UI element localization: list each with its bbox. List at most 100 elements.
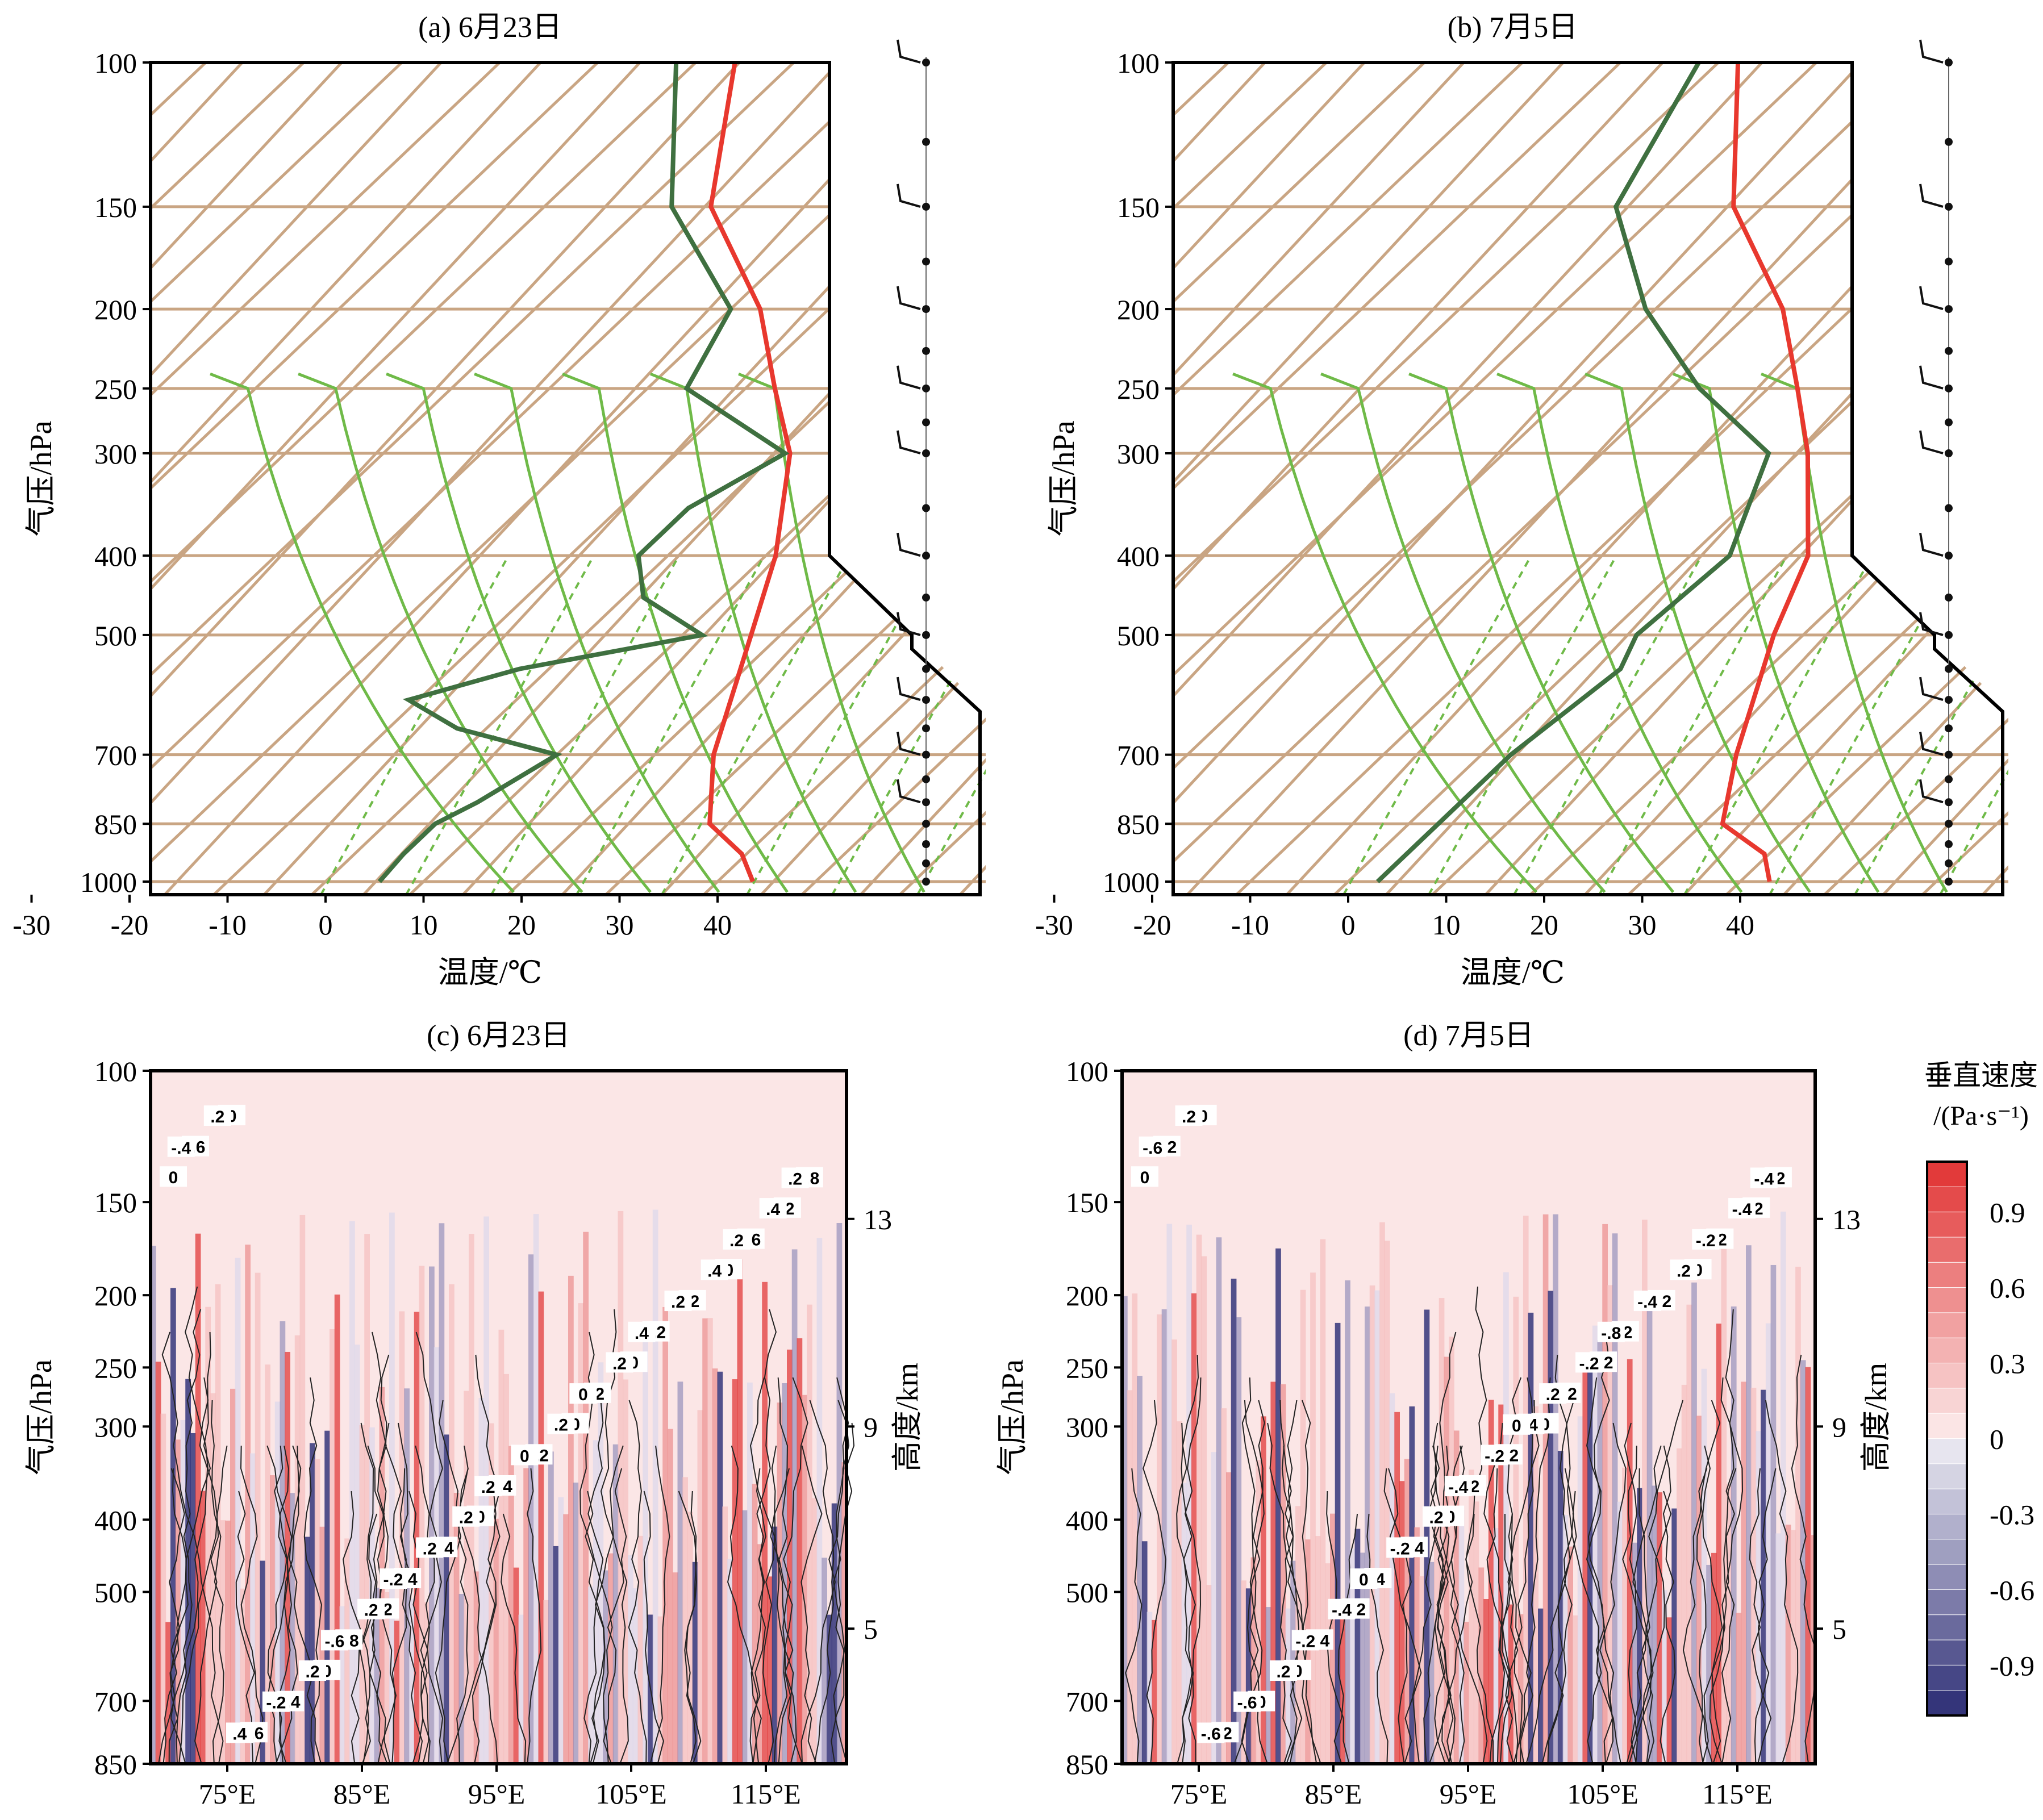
contour-fill bbox=[687, 1512, 693, 1764]
x-tick-label: 0 bbox=[1341, 909, 1356, 941]
x-tick-label: 20 bbox=[507, 909, 536, 941]
moist-adiabat bbox=[474, 372, 720, 894]
colorbar-tick-label: 0.6 bbox=[1990, 1272, 2025, 1304]
mixing-ratio-line bbox=[661, 555, 850, 895]
colorbar-step bbox=[1927, 1589, 1967, 1616]
contour-fill bbox=[1226, 1472, 1232, 1764]
contour-fill bbox=[538, 1291, 544, 1764]
contour-fill bbox=[493, 1518, 499, 1764]
contour-label-bg bbox=[1175, 1105, 1203, 1126]
contour-label: .2 bbox=[1546, 1385, 1560, 1404]
contour-label: .2 bbox=[671, 1293, 685, 1312]
section-panel-d: 000000-.2-.2.2-.20-.2-.4-.2-.2-.4.2.2.2.… bbox=[995, 1020, 1893, 1810]
contour-fill bbox=[598, 1362, 604, 1764]
contour-fill bbox=[791, 1249, 798, 1764]
contour-fill bbox=[1498, 1404, 1504, 1764]
y-tick-label: 1000 bbox=[80, 866, 137, 898]
y-tick-label: 700 bbox=[1066, 1685, 1108, 1717]
y-axis-label: 气压/hPa bbox=[1046, 420, 1081, 536]
contour-line bbox=[1437, 1513, 1452, 1764]
contour-fill bbox=[816, 1238, 823, 1764]
x-tick-label: 0 bbox=[319, 909, 333, 941]
contour-label-bg bbox=[606, 1352, 633, 1373]
contour-fill bbox=[274, 1401, 281, 1764]
contour-fill bbox=[1652, 1485, 1658, 1764]
contour-label-bg bbox=[1633, 1291, 1661, 1312]
y-tick-label: 250 bbox=[1066, 1352, 1108, 1384]
x-tick-label: 20 bbox=[1530, 909, 1558, 941]
contour-fill bbox=[310, 1443, 315, 1764]
contour-fill bbox=[1335, 1322, 1341, 1764]
wind-level-dot bbox=[922, 305, 930, 314]
contour-fill bbox=[1795, 1266, 1801, 1764]
wind-level-dot bbox=[1945, 418, 1953, 427]
contour-fill bbox=[558, 1497, 564, 1764]
dry-adiabat bbox=[1173, 62, 1376, 895]
contour-label-bg bbox=[1197, 1722, 1225, 1743]
isotherm bbox=[1173, 62, 1857, 895]
contour-line bbox=[1247, 1400, 1269, 1764]
contour-fill bbox=[235, 1258, 241, 1764]
dry-adiabat bbox=[1882, 62, 2008, 895]
contour-fill bbox=[175, 1439, 181, 1764]
contour-label-bg bbox=[1750, 1167, 1778, 1188]
contour-fill bbox=[533, 1214, 539, 1764]
contour-fill bbox=[1379, 1222, 1385, 1764]
y-tick-label: 200 bbox=[94, 1280, 137, 1312]
contour-line bbox=[583, 1400, 604, 1764]
wind-level-dot bbox=[1945, 750, 1953, 759]
contour-fill bbox=[260, 1560, 266, 1764]
contour-label-bg bbox=[474, 1476, 502, 1497]
contour-label: .4 bbox=[635, 1324, 649, 1343]
contour-fill bbox=[1597, 1340, 1603, 1764]
y-tick-label: 500 bbox=[94, 620, 137, 652]
contour-label-bg bbox=[416, 1537, 444, 1558]
wind-level-dot bbox=[1945, 347, 1953, 355]
contour-fill bbox=[210, 1393, 216, 1764]
contour-fill bbox=[349, 1221, 355, 1764]
x-tick-label: 30 bbox=[1628, 909, 1657, 941]
contour-fill bbox=[732, 1379, 738, 1764]
contour-line bbox=[1525, 1491, 1577, 1764]
contour-fill bbox=[1592, 1325, 1598, 1764]
contour-fill bbox=[747, 1382, 753, 1764]
contour-fill bbox=[727, 1559, 733, 1764]
contour-fill bbox=[1810, 1535, 1816, 1764]
wind-level-dot bbox=[922, 552, 930, 560]
contour-line bbox=[1428, 1445, 1463, 1764]
x-tick-label: 95°E bbox=[468, 1778, 526, 1810]
wind-barb bbox=[1919, 430, 1944, 454]
contour-fill bbox=[1488, 1400, 1494, 1764]
mixing-ratio-line bbox=[1428, 555, 1617, 895]
wind-barb bbox=[1919, 286, 1944, 311]
contour-label: .2 bbox=[788, 1170, 802, 1188]
contour-line bbox=[1333, 1513, 1358, 1764]
contour-fill bbox=[1478, 1567, 1485, 1764]
moist-adiabat bbox=[650, 372, 857, 893]
contour-fill bbox=[1434, 1525, 1440, 1764]
colorbar-step bbox=[1927, 1337, 1967, 1364]
contour-line bbox=[1450, 1445, 1488, 1764]
contour-line bbox=[435, 1400, 461, 1764]
contour-line bbox=[168, 1309, 202, 1764]
contour-fill bbox=[394, 1621, 400, 1764]
colorbar-step bbox=[1927, 1564, 1967, 1591]
contour-fill bbox=[1681, 1384, 1687, 1764]
colorbar-tick-label: -0.9 bbox=[1990, 1650, 2034, 1681]
contour-line bbox=[1267, 1422, 1303, 1764]
contour-label: -.2 bbox=[1295, 1632, 1315, 1651]
contour-line bbox=[525, 1468, 542, 1764]
panel-title: (b) 7月5日 bbox=[1448, 11, 1578, 44]
isotherm bbox=[151, 62, 443, 895]
y-tick-label: 850 bbox=[94, 808, 137, 840]
mixing-ratio-line bbox=[405, 555, 595, 895]
contour-label-bg bbox=[1328, 1598, 1356, 1619]
contour-fill bbox=[822, 1558, 827, 1764]
contour-fill bbox=[1677, 1448, 1682, 1764]
contour-line bbox=[1622, 1445, 1652, 1764]
y-tick-label: 250 bbox=[94, 1352, 137, 1384]
wind-level-dot bbox=[922, 257, 930, 266]
wind-level-dot bbox=[922, 820, 930, 828]
contour-fill bbox=[1726, 1484, 1732, 1764]
